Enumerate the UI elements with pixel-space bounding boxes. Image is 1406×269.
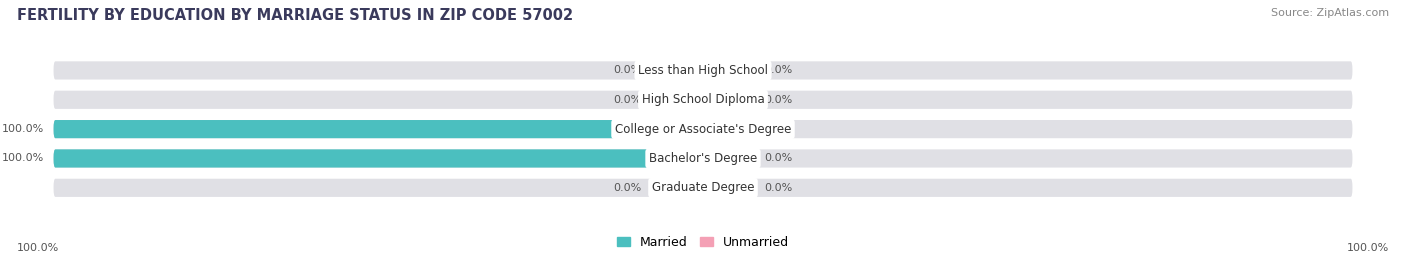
Text: 100.0%: 100.0% (1347, 243, 1389, 253)
FancyBboxPatch shape (651, 179, 703, 197)
FancyBboxPatch shape (53, 91, 1353, 109)
Text: 100.0%: 100.0% (1, 124, 44, 134)
FancyBboxPatch shape (53, 149, 1353, 168)
FancyBboxPatch shape (53, 120, 703, 138)
Legend: Married, Unmarried: Married, Unmarried (617, 236, 789, 249)
Text: 0.0%: 0.0% (765, 124, 793, 134)
Text: 0.0%: 0.0% (613, 95, 641, 105)
Text: 0.0%: 0.0% (765, 95, 793, 105)
FancyBboxPatch shape (703, 91, 755, 109)
Text: Bachelor's Degree: Bachelor's Degree (650, 152, 756, 165)
Text: Source: ZipAtlas.com: Source: ZipAtlas.com (1271, 8, 1389, 18)
FancyBboxPatch shape (651, 61, 703, 80)
Text: Less than High School: Less than High School (638, 64, 768, 77)
Text: FERTILITY BY EDUCATION BY MARRIAGE STATUS IN ZIP CODE 57002: FERTILITY BY EDUCATION BY MARRIAGE STATU… (17, 8, 574, 23)
Text: High School Diploma: High School Diploma (641, 93, 765, 106)
Text: 0.0%: 0.0% (765, 65, 793, 75)
FancyBboxPatch shape (703, 149, 755, 168)
Text: Graduate Degree: Graduate Degree (652, 181, 754, 194)
FancyBboxPatch shape (53, 179, 1353, 197)
Text: 100.0%: 100.0% (1, 154, 44, 164)
FancyBboxPatch shape (703, 61, 755, 80)
Text: 100.0%: 100.0% (17, 243, 59, 253)
FancyBboxPatch shape (703, 179, 755, 197)
FancyBboxPatch shape (651, 91, 703, 109)
Text: College or Associate's Degree: College or Associate's Degree (614, 123, 792, 136)
FancyBboxPatch shape (703, 120, 755, 138)
Text: 0.0%: 0.0% (765, 183, 793, 193)
FancyBboxPatch shape (53, 61, 1353, 80)
FancyBboxPatch shape (53, 120, 1353, 138)
Text: 0.0%: 0.0% (613, 65, 641, 75)
FancyBboxPatch shape (53, 149, 703, 168)
Text: 0.0%: 0.0% (613, 183, 641, 193)
Text: 0.0%: 0.0% (765, 154, 793, 164)
